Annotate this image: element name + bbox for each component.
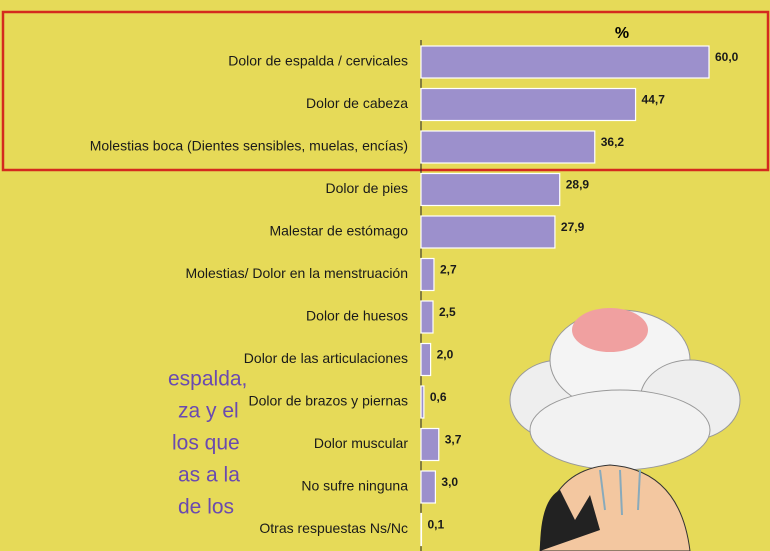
value-label: 2,0: [437, 348, 454, 362]
bar: [420, 215, 556, 249]
category-label: Dolor de pies: [326, 180, 409, 196]
category-label: Dolor de cabeza: [306, 95, 408, 111]
bar: [420, 300, 434, 334]
category-label: Otras respuestas Ns/Nc: [259, 520, 408, 536]
category-label: Dolor de las articulaciones: [244, 350, 408, 366]
highlight-box: [1, 10, 770, 172]
category-label: Dolor de huesos: [306, 308, 408, 324]
bar: [420, 385, 425, 419]
annotation: as a la: [178, 464, 240, 487]
value-label: 2,7: [440, 263, 457, 277]
bar: [420, 45, 710, 79]
value-label: 60,0: [715, 50, 739, 64]
category-label: Dolor de espalda / cervicales: [228, 53, 408, 69]
annotation: za y el: [178, 400, 239, 423]
bar: [420, 257, 435, 292]
value-label: 44,7: [642, 93, 666, 107]
value-label: 3,7: [445, 433, 462, 447]
bar: [420, 172, 561, 207]
value-label: 0,6: [430, 390, 447, 404]
value-label: 2,5: [439, 305, 456, 319]
category-label: Molestias boca (Dientes sensibles, muela…: [90, 138, 408, 154]
bar: [420, 87, 637, 122]
cartoon: [509, 308, 741, 551]
axis-label: %: [615, 25, 629, 42]
value-label: 28,9: [566, 178, 590, 192]
annotation: los que: [172, 432, 240, 455]
category-label: Dolor muscular: [314, 435, 408, 451]
annotation: de los: [178, 496, 234, 519]
value-label: 0,1: [427, 518, 444, 532]
category-label: Malestar de estómago: [269, 223, 408, 239]
bar: [420, 427, 440, 462]
value-label: 36,2: [601, 135, 625, 149]
value-label: 27,9: [561, 220, 585, 234]
bar: [420, 130, 596, 164]
category-label: No sufre ninguna: [301, 478, 408, 494]
bar: [420, 342, 432, 377]
bar: [420, 470, 436, 504]
annotation: espalda,: [168, 368, 247, 391]
category-label: Molestias/ Dolor en la menstruación: [185, 265, 408, 281]
value-label: 3,0: [441, 475, 458, 489]
category-label: Dolor de brazos y piernas: [248, 393, 408, 409]
